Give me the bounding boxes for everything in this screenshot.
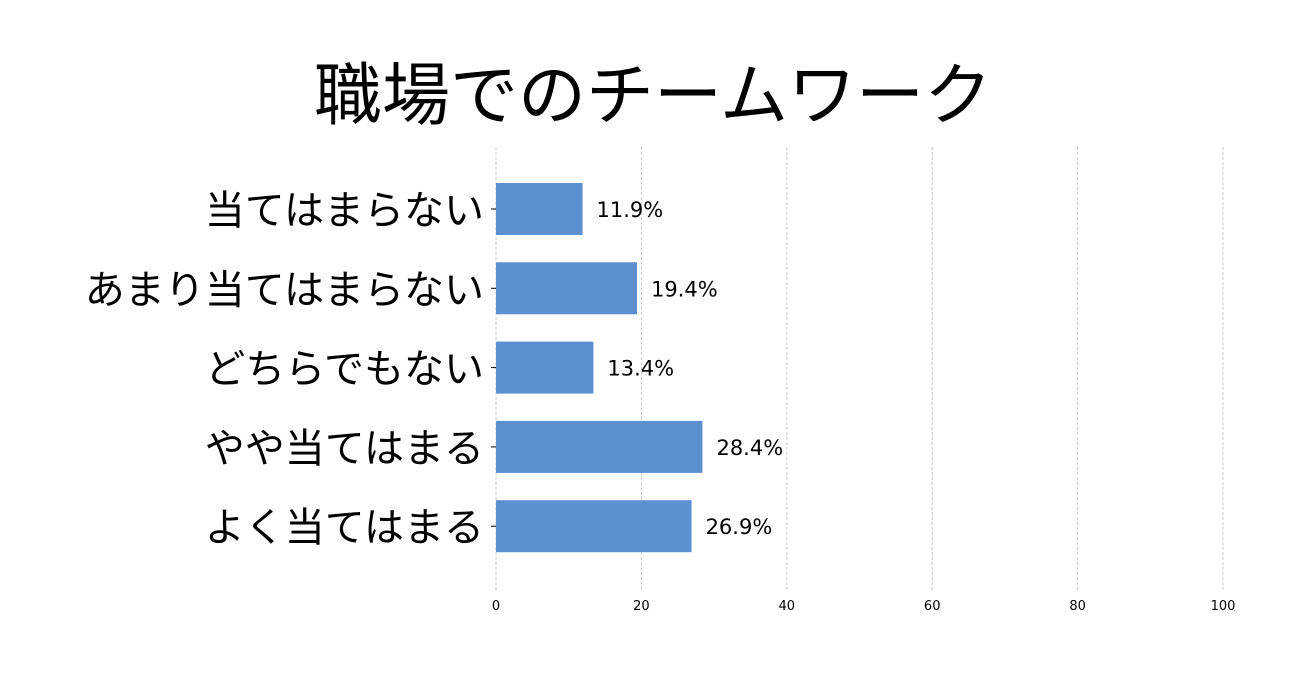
category-label: やや当てはまる xyxy=(205,426,484,472)
chart-title: 職場でのチームワーク xyxy=(314,57,992,136)
bar xyxy=(496,262,638,315)
x-tick-label: 80 xyxy=(1069,599,1086,614)
value-label: 11.9% xyxy=(597,198,664,222)
category-label: どちらでもない xyxy=(205,347,484,393)
x-tick-label: 60 xyxy=(924,599,941,614)
bar xyxy=(496,420,703,473)
value-label: 28.4% xyxy=(716,436,783,460)
gridlines xyxy=(640,147,1224,590)
value-label: 19.4% xyxy=(651,277,718,301)
bars xyxy=(496,183,703,553)
category-label: あまり当てはまらない xyxy=(85,267,484,313)
x-tick-label: 40 xyxy=(779,599,796,614)
category-label: よく当てはまる xyxy=(205,505,484,551)
bar xyxy=(496,183,583,235)
x-tick-label: 20 xyxy=(633,599,650,614)
bar xyxy=(496,500,692,553)
value-label: 26.9% xyxy=(706,515,773,539)
labels: 0 20 40 60 80 100 当てはまらない 11.9% あまり当てはまらない 19.4% ど… xyxy=(85,188,1236,614)
category-label: 当てはまらない xyxy=(205,188,484,234)
bar xyxy=(496,341,594,394)
x-tick-label: 0 xyxy=(492,599,500,614)
value-label: 13.4% xyxy=(607,357,674,381)
y-axis xyxy=(491,147,497,590)
x-tick-label: 100 xyxy=(1211,599,1236,614)
